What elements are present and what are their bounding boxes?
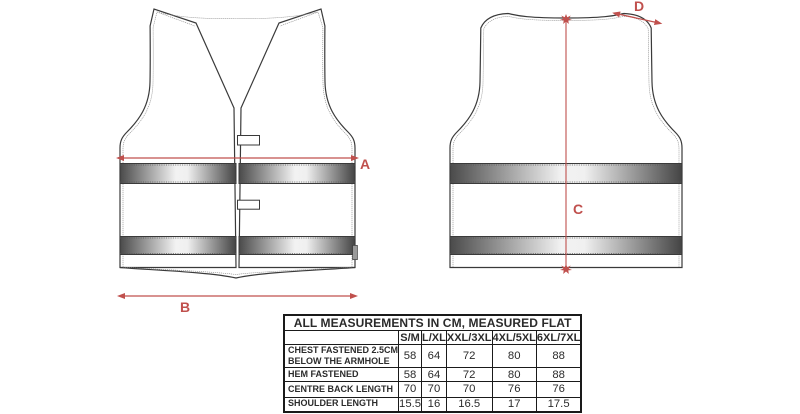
svg-text:B: B: [180, 299, 190, 315]
svg-text:A: A: [360, 156, 370, 172]
svg-text:D: D: [634, 0, 644, 14]
svg-text:C: C: [573, 201, 583, 217]
